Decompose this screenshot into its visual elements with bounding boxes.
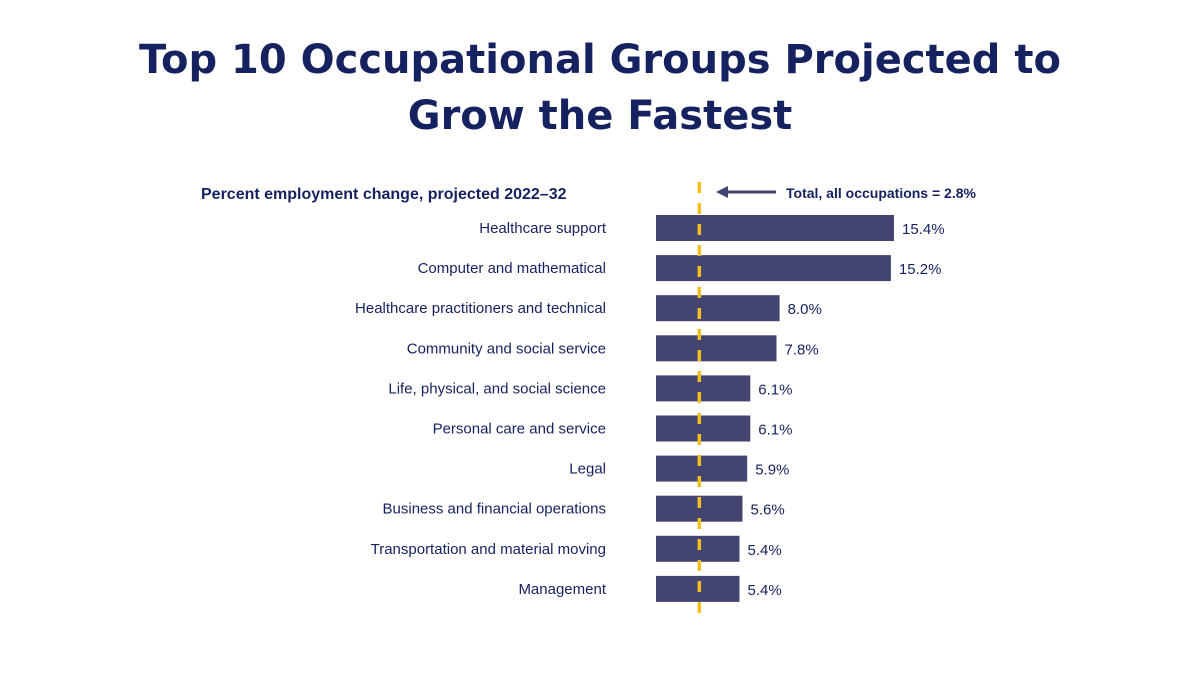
data-label: 15.4% [902, 221, 945, 238]
bar-5 [656, 375, 751, 402]
data-label: 5.4% [748, 542, 782, 559]
data-label: 5.9% [755, 462, 789, 479]
category-label: Life, physical, and social science [388, 380, 606, 397]
chart-title: Top 10 Occupational Groups Projected to … [0, 32, 1200, 144]
data-label: 6.1% [758, 381, 792, 398]
category-label: Transportation and material moving [371, 541, 606, 558]
data-label: 6.1% [758, 422, 792, 439]
chart-subtitle: Percent employment change, projected 202… [201, 186, 567, 203]
category-label: Management [518, 581, 606, 598]
data-label: 8.0% [788, 301, 822, 318]
bar-4 [656, 335, 777, 362]
data-label: 5.6% [751, 502, 785, 519]
data-label: 15.2% [899, 261, 942, 278]
arrow-left-icon [716, 186, 728, 198]
category-label: Computer and mathematical [418, 260, 606, 277]
reference-line-label: Total, all occupations = 2.8% [786, 185, 977, 201]
category-label: Healthcare support [479, 220, 607, 237]
category-label: Business and financial operations [383, 501, 606, 518]
data-label: 5.4% [748, 582, 782, 599]
labels-layer: Percent employment change, projected 202… [201, 185, 977, 599]
bar-7 [656, 455, 748, 482]
chart-title-line-1: Top 10 Occupational Groups Projected to [139, 37, 1061, 83]
data-label: 7.8% [785, 341, 819, 358]
bar-1 [656, 215, 894, 241]
reference-layer [697, 182, 776, 618]
category-label: Personal care and service [433, 421, 606, 438]
category-label: Community and social service [407, 340, 606, 357]
category-label: Legal [569, 461, 606, 478]
category-label: Healthcare practitioners and technical [355, 300, 606, 317]
chart-title-line-2: Grow the Fastest [407, 93, 793, 139]
bar-2 [656, 255, 891, 282]
bar-6 [656, 415, 751, 442]
bars-layer [656, 215, 894, 602]
bar-3 [656, 295, 780, 322]
